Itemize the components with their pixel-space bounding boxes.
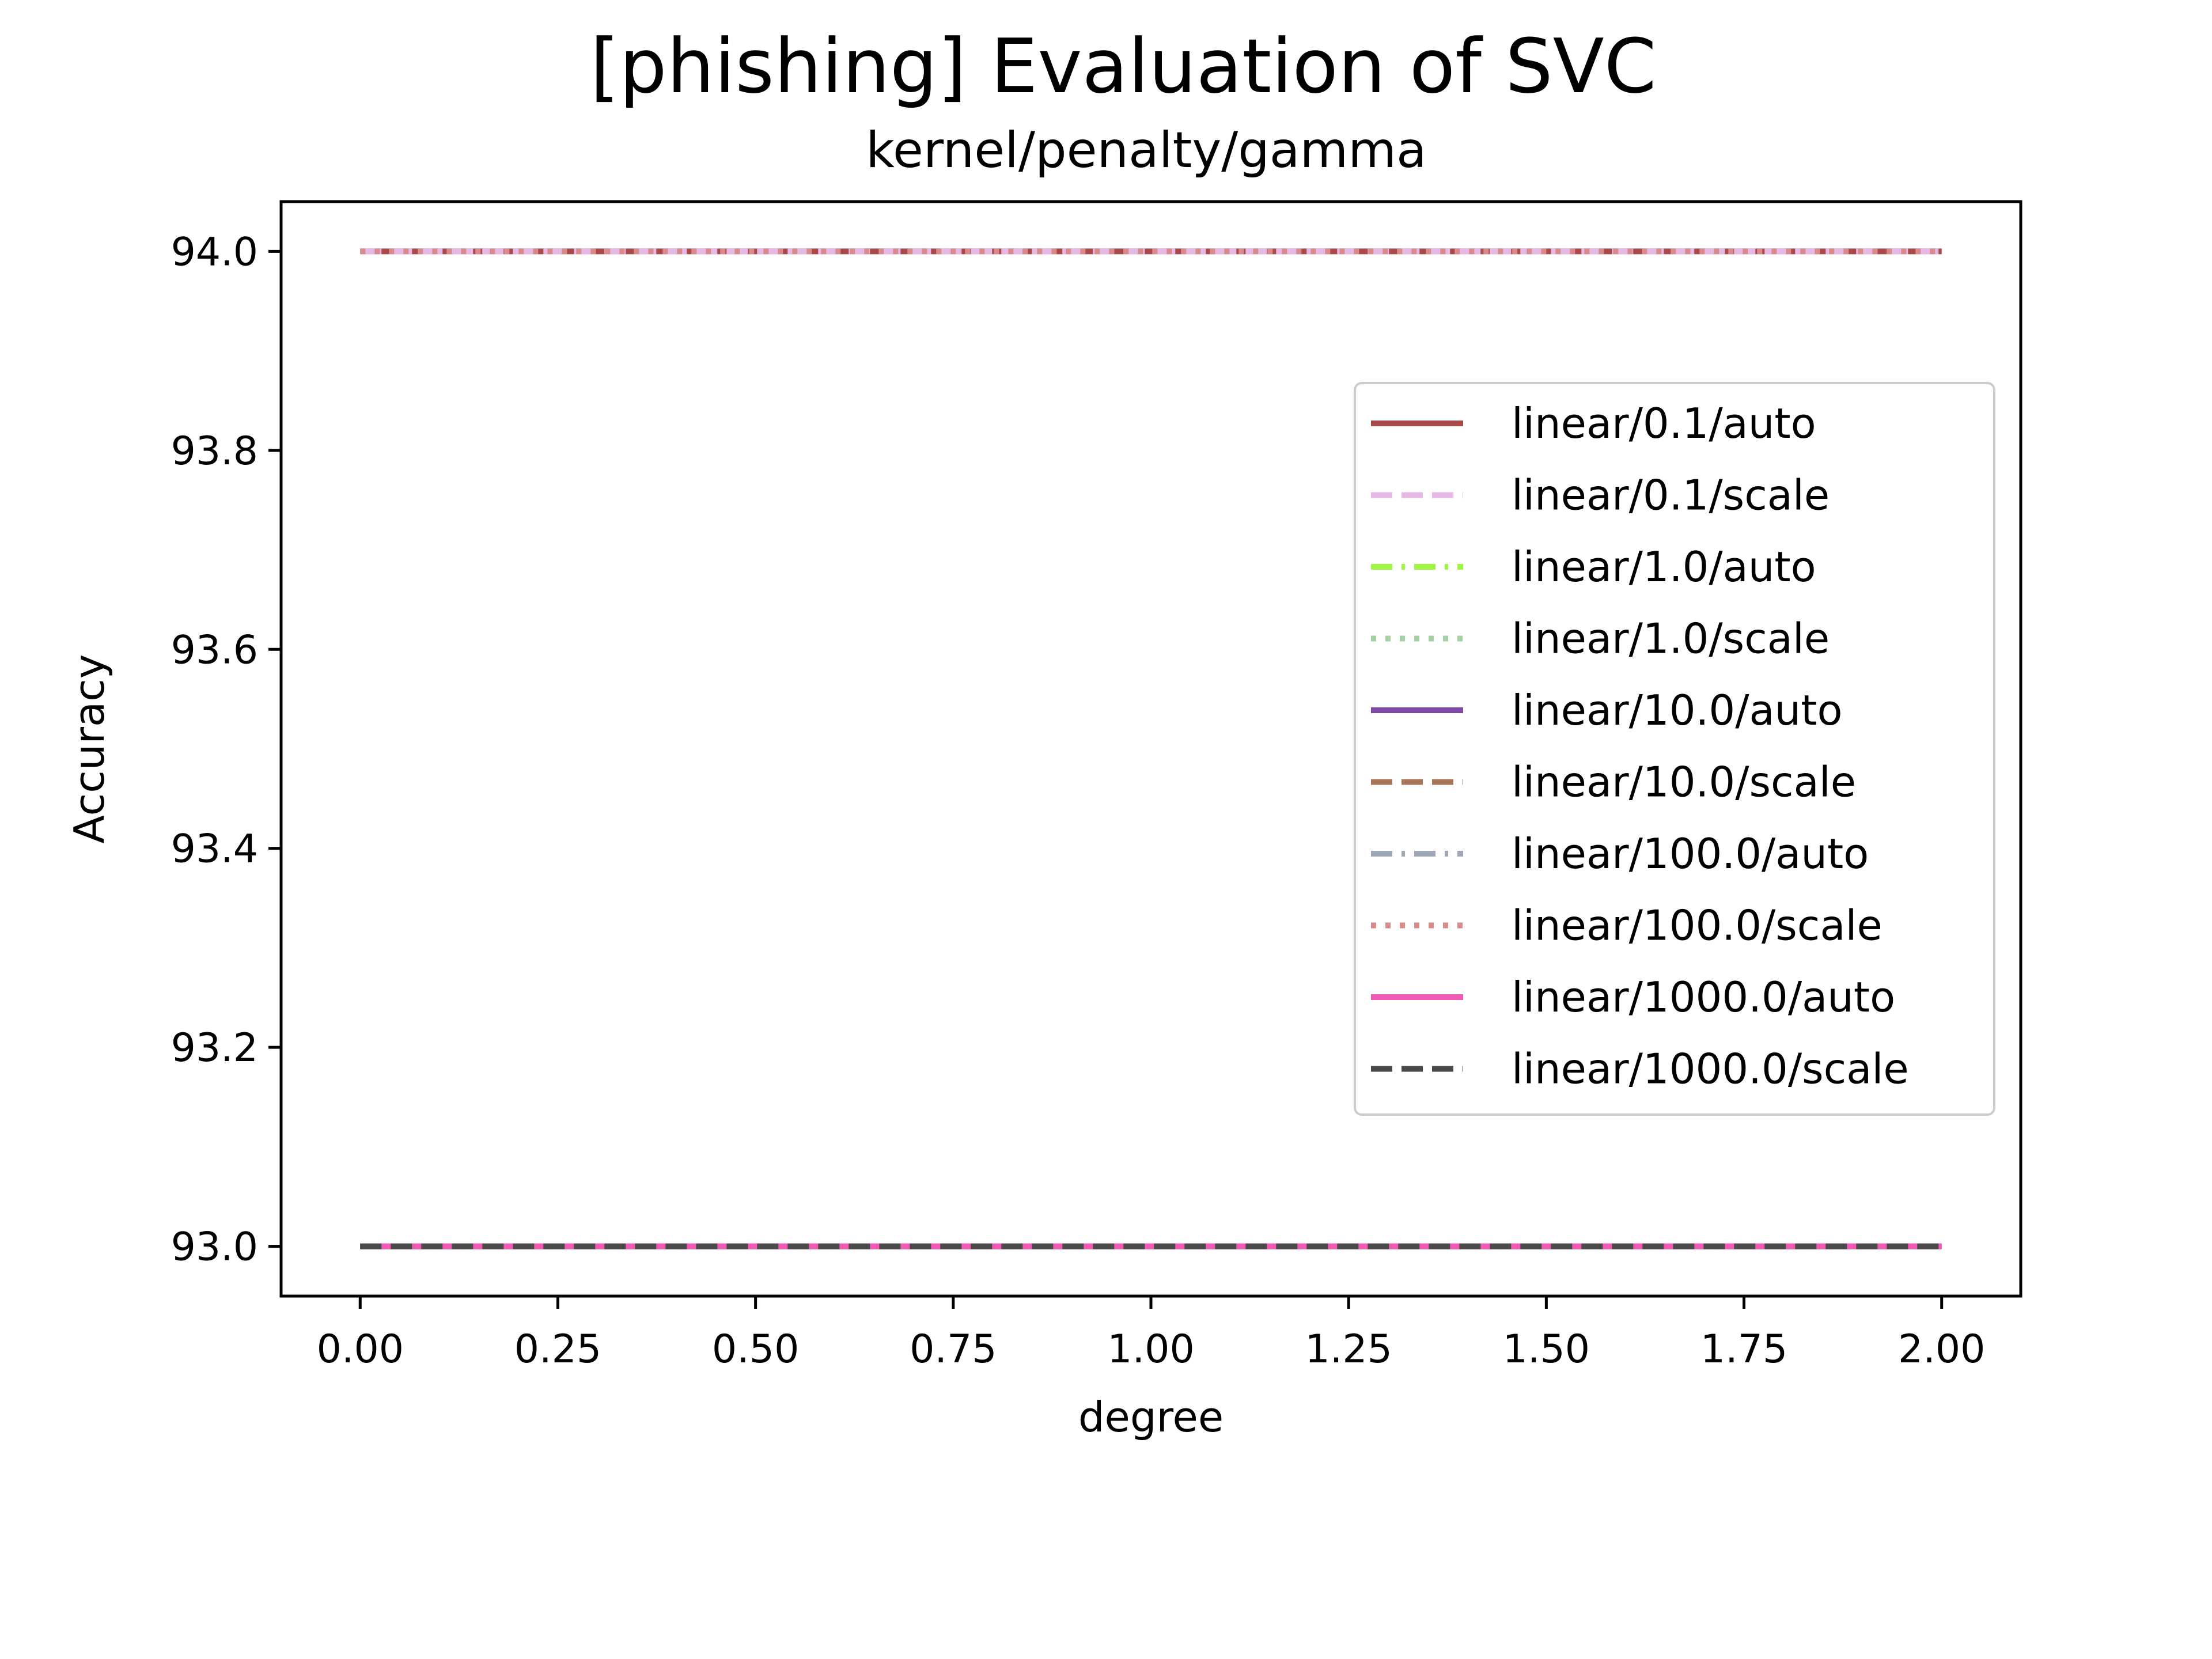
x-tick-label: 0.75 — [910, 1327, 997, 1372]
x-tick-label: 1.50 — [1503, 1327, 1590, 1372]
y-axis-label: Accuracy — [65, 654, 113, 844]
y-tick-label: 93.2 — [171, 1025, 258, 1071]
legend-label-7: linear/100.0/auto — [1512, 830, 1869, 878]
y-tick-label: 93.6 — [171, 627, 258, 673]
x-axis-label: degree — [1078, 1393, 1224, 1441]
chart-title: [phishing] Evaluation of SVC — [590, 22, 1656, 110]
y-tick-label: 94.0 — [171, 229, 258, 275]
x-tick-label: 1.25 — [1305, 1327, 1392, 1372]
x-tick-label: 0.25 — [514, 1327, 601, 1372]
x-tick-label: 1.00 — [1107, 1327, 1194, 1372]
legend-label-3: linear/1.0/auto — [1512, 543, 1816, 591]
x-tick-label: 1.75 — [1700, 1327, 1787, 1372]
legend-label-4: linear/1.0/scale — [1512, 615, 1830, 663]
legend-label-10: linear/1000.0/scale — [1512, 1045, 1909, 1093]
x-tick-label: 0.00 — [317, 1327, 404, 1372]
legend: linear/0.1/auto linear/0.1/scale linear/1.… — [1354, 382, 1995, 1116]
legend-label-5: linear/10.0/auto — [1512, 686, 1843, 734]
legend-box — [1354, 382, 1995, 1116]
x-tick-label: 2.00 — [1898, 1327, 1985, 1372]
y-tick-label: 93.4 — [171, 827, 258, 872]
series-layer — [360, 248, 1942, 1249]
y-tick-label: 93.0 — [171, 1225, 258, 1270]
legend-label-6: linear/10.0/scale — [1512, 758, 1856, 806]
y-tick-label: 93.8 — [171, 429, 258, 474]
chart-subtitle: kernel/penalty/gamma — [866, 122, 1427, 179]
y-axis: 93.0 93.2 93.4 93.6 93.8 94.0 — [171, 229, 281, 1270]
x-tick-label: 0.50 — [712, 1327, 799, 1372]
x-axis: 0.00 0.25 0.50 0.75 1.00 1.25 1.50 1.75 2.00 — [317, 1296, 1985, 1372]
legend-label-2: linear/0.1/scale — [1512, 471, 1830, 520]
legend-label-9: linear/1000.0/auto — [1512, 973, 1895, 1021]
legend-label-1: linear/0.1/auto — [1512, 399, 1816, 448]
legend-label-8: linear/100.0/scale — [1512, 902, 1883, 950]
